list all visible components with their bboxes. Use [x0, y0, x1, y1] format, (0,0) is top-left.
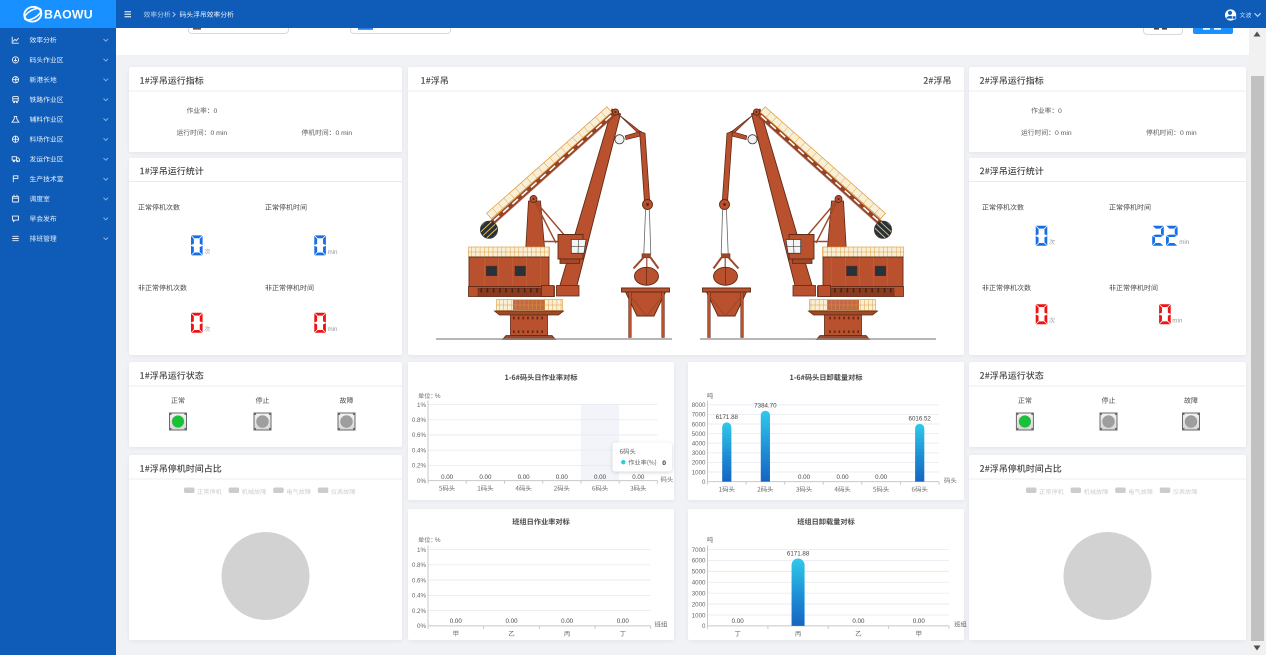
svg-text:min: min — [1179, 239, 1190, 246]
svg-text:0.00: 0.00 — [479, 474, 492, 481]
svg-text:0%: 0% — [417, 478, 426, 485]
svg-text:5000: 5000 — [692, 569, 706, 576]
svg-text:0 min: 0 min — [1180, 130, 1197, 137]
svg-text:6016.52: 6016.52 — [909, 416, 932, 423]
svg-text:0.00: 0.00 — [556, 474, 569, 481]
svg-text:4000: 4000 — [692, 580, 706, 587]
svg-text:%: % — [435, 537, 441, 544]
svg-text:0.00: 0.00 — [441, 474, 454, 481]
svg-text:0.00: 0.00 — [732, 618, 745, 625]
svg-text:BAOWU: BAOWU — [44, 8, 93, 22]
svg-text:7000: 7000 — [692, 547, 706, 554]
svg-text:1%: 1% — [417, 402, 426, 409]
svg-text:min: min — [1172, 318, 1183, 325]
svg-text:0: 0 — [214, 108, 218, 115]
svg-text:0.00: 0.00 — [913, 618, 926, 625]
svg-text:0: 0 — [662, 460, 666, 467]
svg-text:0.00: 0.00 — [836, 474, 849, 481]
svg-text:6171.88: 6171.88 — [787, 551, 810, 558]
svg-text:3000: 3000 — [692, 591, 706, 598]
svg-text:0.00: 0.00 — [594, 474, 607, 481]
svg-text:0.00: 0.00 — [505, 618, 518, 625]
svg-text:0: 0 — [702, 479, 706, 486]
svg-text:0 min: 0 min — [336, 130, 353, 137]
svg-text:0.2%: 0.2% — [412, 463, 427, 470]
svg-text:7384.70: 7384.70 — [754, 402, 777, 409]
svg-text:1000: 1000 — [692, 612, 706, 619]
svg-text:%: % — [435, 393, 441, 400]
svg-text:0%: 0% — [417, 623, 426, 630]
svg-text:2000: 2000 — [692, 460, 706, 467]
svg-text:min: min — [328, 249, 339, 256]
svg-text:8000: 8000 — [692, 402, 706, 409]
svg-text:0.00: 0.00 — [798, 474, 811, 481]
svg-text:0.00: 0.00 — [518, 474, 531, 481]
svg-text:2000: 2000 — [692, 601, 706, 608]
svg-text:0.4%: 0.4% — [412, 448, 427, 455]
svg-text:6171.88: 6171.88 — [716, 414, 739, 421]
svg-text:0.8%: 0.8% — [412, 562, 427, 569]
svg-text:0.00: 0.00 — [561, 618, 574, 625]
svg-text:7000: 7000 — [692, 412, 706, 419]
svg-text:6000: 6000 — [692, 421, 706, 428]
svg-text:0 min: 0 min — [211, 130, 228, 137]
svg-text:1000: 1000 — [692, 469, 706, 476]
svg-text:0 min: 0 min — [1055, 130, 1072, 137]
svg-text:0.00: 0.00 — [875, 474, 888, 481]
svg-text:0.00: 0.00 — [617, 618, 630, 625]
svg-text:0.00: 0.00 — [450, 618, 463, 625]
svg-text:0.4%: 0.4% — [412, 593, 427, 600]
svg-text:3000: 3000 — [692, 450, 706, 457]
svg-text:0.00: 0.00 — [852, 618, 865, 625]
svg-text:4000: 4000 — [692, 441, 706, 448]
svg-text:0.2%: 0.2% — [412, 608, 427, 615]
svg-text:6000: 6000 — [692, 558, 706, 565]
svg-text:0.8%: 0.8% — [412, 417, 427, 424]
svg-text:5000: 5000 — [692, 431, 706, 438]
svg-text:0: 0 — [702, 623, 706, 630]
svg-text:0.6%: 0.6% — [412, 432, 427, 439]
svg-text:0.00: 0.00 — [632, 474, 645, 481]
svg-text:1%: 1% — [417, 547, 426, 554]
svg-text:0.6%: 0.6% — [412, 577, 427, 584]
svg-text:min: min — [328, 326, 339, 333]
svg-text:0: 0 — [1058, 108, 1062, 115]
